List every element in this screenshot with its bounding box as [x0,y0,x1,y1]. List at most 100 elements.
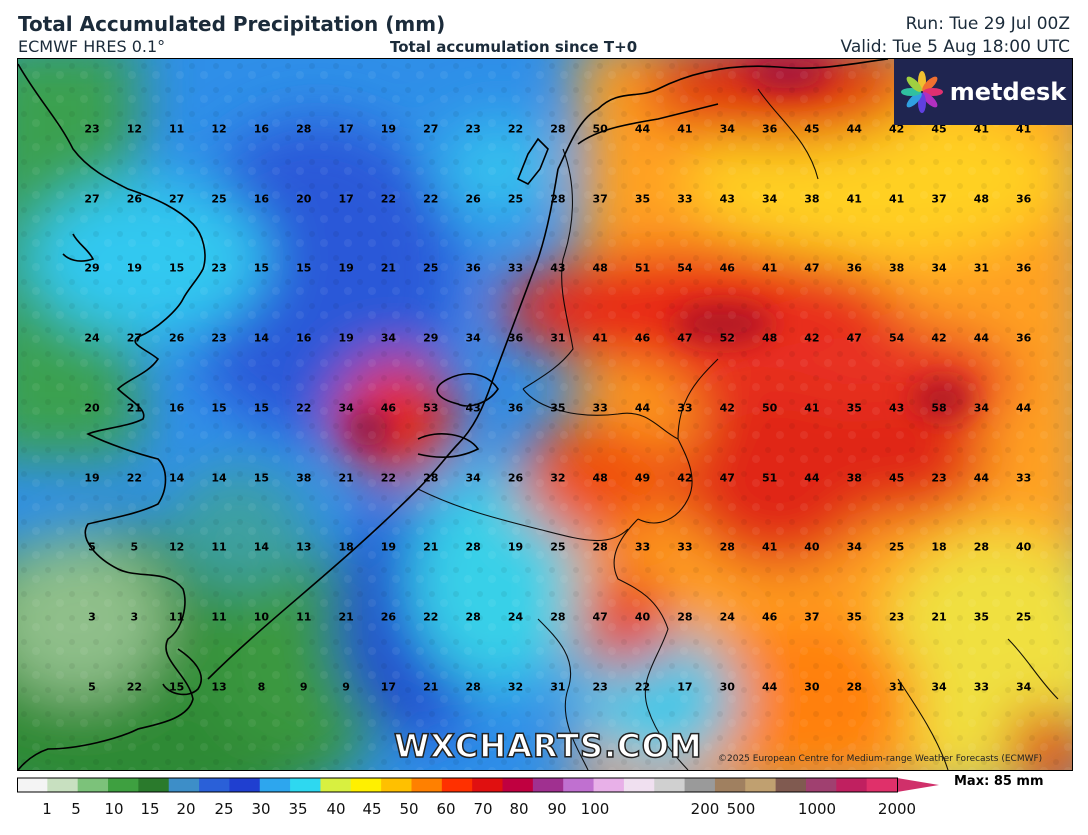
scale-swatch [168,778,200,792]
grid-value: 22 [296,401,312,415]
grid-value: 29 [423,331,439,345]
grid-value: 42 [931,331,947,345]
scale-swatch [532,778,564,792]
grid-value: 21 [423,540,439,554]
grid-value: 40 [1016,540,1032,554]
scale-swatch [441,778,473,792]
grid-value: 23 [931,471,947,484]
grid-value: 33 [677,192,693,206]
scale-swatch [593,778,625,792]
scale-swatch [259,778,291,792]
grid-value: 19 [338,261,354,275]
grid-value: 18 [338,540,354,554]
grid-value: 47 [592,610,608,624]
grid-value: 16 [253,122,270,136]
grid-value: 28 [550,122,566,136]
grid-value: 17 [677,680,693,694]
scale-tick-label: 35 [288,800,308,818]
scale-tick-label: 25 [214,800,234,818]
grid-value: 19 [126,261,142,275]
scale-tick-label: 15 [140,800,160,818]
scale-tick-label: 45 [362,800,382,818]
scale-swatch [290,778,321,792]
grid-value: 36 [507,331,524,345]
scale-tick-label: 500 [726,800,756,818]
grid-value: 41 [592,331,608,345]
grid-value: 25 [550,540,566,554]
grid-value: 8 [257,680,266,694]
grid-value: 41 [804,401,820,415]
grid-value: 28 [550,192,566,206]
grid-value: 54 [677,261,693,275]
grid-value: 33 [973,680,989,694]
grid-value: 42 [677,471,693,484]
grid-value: 17 [338,122,354,136]
grid-value: 31 [550,331,566,345]
metdesk-flower-icon [900,71,943,113]
grid-value: 21 [338,471,354,484]
grid-value: 40 [804,540,820,554]
grid-value: 36 [465,261,481,275]
grid-value: 45 [888,471,905,484]
grid-value: 46 [380,401,397,415]
grid-value: 13 [296,540,312,554]
grid-value: 26 [465,192,481,206]
grid-value: 23 [888,610,905,624]
grid-value: 12 [169,540,185,554]
coastlines [18,59,889,770]
scale-swatch [17,778,48,792]
grid-value: 28 [846,680,862,694]
grid-value: 35 [634,192,651,206]
grid-value: 44 [634,401,651,415]
scale-tick-label: 70 [473,800,493,818]
grid-value: 27 [423,122,439,136]
grid-value: 36 [1016,261,1032,275]
grid-value: 22 [507,122,524,136]
grid-value: 22 [380,471,397,484]
grid-value: 25 [507,192,524,206]
grid-value: 38 [888,261,905,275]
grid-value: 19 [338,331,354,345]
scale-tick-label: 2000 [877,800,917,818]
scale-tick-label: 50 [399,800,419,818]
grid-value: 5 [88,540,96,554]
grid-value: 18 [931,540,947,554]
grid-value: 28 [677,610,693,624]
grid-value: 33 [677,401,693,415]
scale-swatch [47,778,79,792]
grid-value: 23 [84,122,100,136]
grid-value: 23 [465,122,481,136]
grid-value: 28 [296,122,312,136]
grid-value: 41 [973,122,989,136]
scale-tick-label: 10 [104,800,124,818]
grid-value: 22 [423,610,439,624]
grid-value: 43 [465,401,481,415]
grid-value: 44 [634,122,651,136]
scale-swatch [77,778,109,792]
scale-swatch [745,778,777,792]
grid-value: 19 [507,540,524,554]
model-label: ECMWF HRES 0.1° [18,37,166,56]
grid-value: 32 [507,680,524,694]
grid-value: 36 [507,401,524,415]
scale-tick-label: 60 [436,800,456,818]
grid-value: 46 [719,261,735,275]
scale-swatch [229,778,261,792]
grid-value: 15 [253,401,270,415]
grid-value: 3 [88,610,96,624]
scale-swatch [714,778,746,792]
grid-value: 34 [973,401,989,415]
grid-value: 34 [380,331,397,345]
grid-value: 34 [1016,680,1032,694]
grid-value: 21 [423,680,439,694]
grid-value: 21 [338,610,354,624]
color-scale-bar [17,777,939,793]
grid-value: 33 [507,261,524,275]
precipitation-map[interactable]: 23 12 11 12 16 28 17 19 27 23 22 28 50 44 41 34 36 45 44 42… [17,58,1073,771]
grid-value: 44 [804,471,820,484]
grid-value: 24 [507,610,524,624]
grid-value: 17 [338,192,354,206]
grid-value: 42 [888,122,905,136]
copyright-notice: ©2025 European Centre for Medium-range W… [718,754,1043,764]
grid-value: 28 [465,540,481,554]
